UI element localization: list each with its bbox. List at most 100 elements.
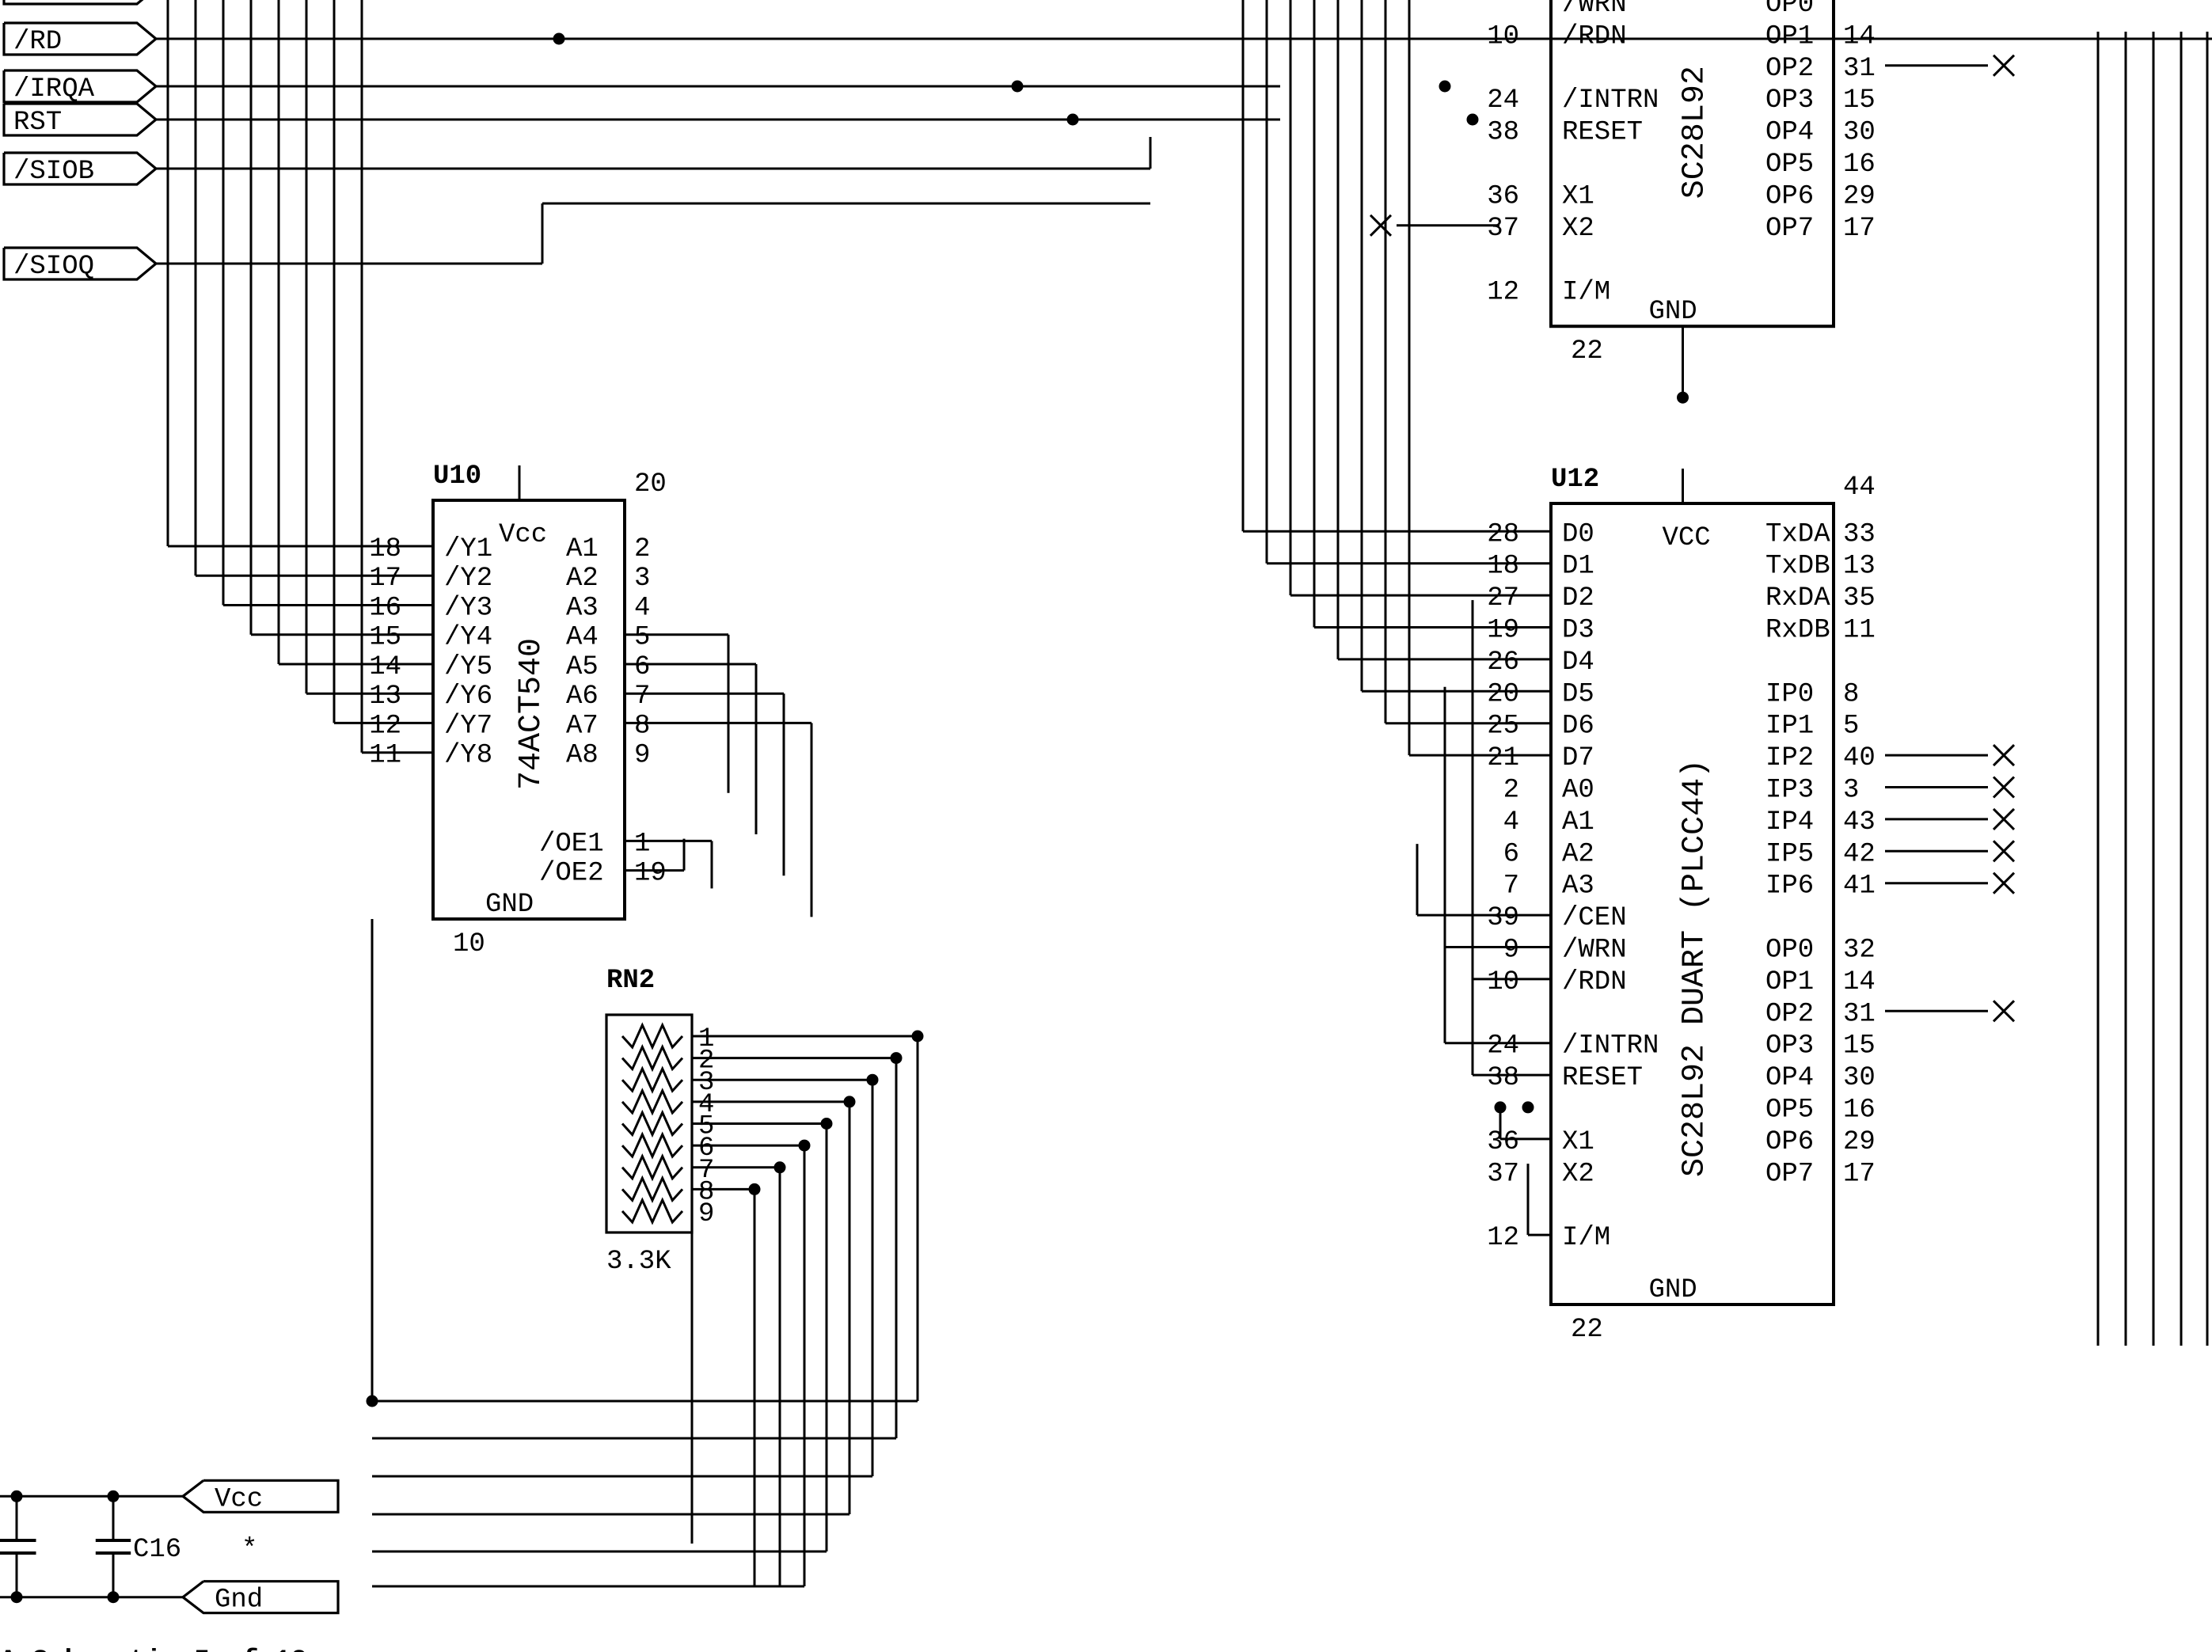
svg-text:OP3: OP3	[1765, 1031, 1814, 1061]
svg-text:36: 36	[1487, 181, 1519, 211]
svg-text:GND: GND	[1649, 1275, 1697, 1305]
svg-text:16: 16	[1843, 150, 1876, 180]
svg-text:/Y1: /Y1	[444, 534, 492, 564]
svg-text:RN2: RN2	[606, 966, 655, 996]
svg-text:RESET: RESET	[1562, 1063, 1643, 1093]
svg-text:IP1: IP1	[1765, 712, 1814, 742]
svg-text:/Y2: /Y2	[444, 564, 492, 594]
svg-text:24: 24	[1487, 85, 1519, 116]
svg-text:42: 42	[1843, 839, 1876, 869]
svg-text:OP1: OP1	[1765, 967, 1814, 997]
svg-text:12: 12	[369, 711, 401, 741]
svg-text:14: 14	[1843, 21, 1876, 51]
svg-text:/WD: /WD	[13, 0, 62, 6]
svg-text:OP1: OP1	[1765, 21, 1814, 51]
svg-text:A2: A2	[1562, 839, 1594, 869]
svg-text:OP0: OP0	[1765, 0, 1814, 20]
svg-text:OP7: OP7	[1765, 1159, 1814, 1189]
svg-text:IP4: IP4	[1765, 807, 1814, 837]
svg-text:/Y5: /Y5	[444, 652, 492, 682]
svg-text:A5: A5	[566, 652, 599, 682]
svg-text:24: 24	[1487, 1031, 1519, 1061]
svg-text:D0: D0	[1562, 519, 1594, 549]
svg-text:OP2: OP2	[1765, 54, 1814, 84]
svg-text:6: 6	[1503, 839, 1519, 869]
svg-text:OP5: OP5	[1765, 150, 1814, 180]
svg-text:RxDB: RxDB	[1765, 616, 1830, 646]
svg-text:2: 2	[634, 534, 650, 564]
svg-text:4: 4	[634, 594, 650, 624]
svg-text:OP0: OP0	[1765, 936, 1814, 966]
svg-text:OP3: OP3	[1765, 85, 1814, 116]
svg-text:17: 17	[1843, 1159, 1876, 1189]
svg-text:X1: X1	[1562, 181, 1594, 211]
svg-text:10: 10	[1487, 967, 1519, 997]
svg-text:15: 15	[1843, 1031, 1876, 1061]
svg-text:1: 1	[634, 829, 650, 859]
svg-text:VCC: VCC	[1663, 523, 1711, 553]
svg-text:3: 3	[634, 564, 650, 594]
svg-text:10: 10	[453, 929, 485, 959]
svg-text:7: 7	[1503, 872, 1519, 902]
svg-text:2: 2	[1503, 776, 1519, 806]
svg-text:33: 33	[1843, 519, 1876, 549]
svg-text:/OE1: /OE1	[539, 829, 604, 859]
svg-text:A4: A4	[566, 623, 599, 653]
svg-text:6: 6	[634, 652, 650, 682]
svg-text:9: 9	[634, 741, 650, 771]
svg-text:U10: U10	[433, 461, 481, 492]
svg-text:D1: D1	[1562, 552, 1594, 582]
svg-text:9: 9	[698, 1199, 714, 1229]
svg-text:Vcc: Vcc	[499, 520, 547, 550]
svg-text:27: 27	[1487, 583, 1519, 613]
svg-text:/RD: /RD	[13, 27, 62, 57]
svg-text:74ACT540: 74ACT540	[514, 638, 549, 790]
svg-text:OP4: OP4	[1765, 1063, 1814, 1093]
svg-text:38: 38	[1487, 1063, 1519, 1093]
svg-text:A7: A7	[566, 711, 599, 741]
svg-text:12: 12	[1487, 1223, 1519, 1253]
svg-text:39: 39	[1487, 903, 1519, 933]
svg-text:14: 14	[1843, 967, 1876, 997]
svg-text:18: 18	[369, 534, 401, 564]
svg-text:IP6: IP6	[1765, 872, 1814, 902]
svg-text:/Y8: /Y8	[444, 741, 492, 771]
svg-text:44: 44	[1843, 473, 1876, 503]
svg-text:RESET: RESET	[1562, 118, 1643, 148]
svg-text:TxDA: TxDA	[1765, 519, 1830, 549]
svg-text:D7: D7	[1562, 743, 1594, 773]
svg-text:OP2: OP2	[1765, 999, 1814, 1029]
svg-text:U12: U12	[1551, 465, 1599, 495]
svg-text:GND: GND	[485, 890, 534, 920]
svg-text:*: *	[241, 1535, 257, 1565]
svg-text:22: 22	[1571, 1315, 1603, 1345]
svg-text:19: 19	[1487, 616, 1519, 646]
svg-text:11: 11	[1843, 616, 1876, 646]
svg-text:/INTRN: /INTRN	[1562, 1031, 1659, 1061]
svg-text:A0: A0	[1562, 776, 1594, 806]
svg-text:SC28L92 DUART (PLCC44): SC28L92 DUART (PLCC44)	[1678, 759, 1713, 1177]
svg-text:3.3K: 3.3K	[606, 1247, 671, 1277]
svg-text:D2: D2	[1562, 583, 1594, 613]
svg-text:OP4: OP4	[1765, 118, 1814, 148]
svg-text:38: 38	[1487, 118, 1519, 148]
svg-text:9: 9	[1503, 936, 1519, 966]
svg-text:18: 18	[1487, 552, 1519, 582]
svg-text:13: 13	[1843, 552, 1876, 582]
svg-text:8: 8	[634, 711, 650, 741]
svg-text:/Y6: /Y6	[444, 682, 492, 712]
svg-text:/Y3: /Y3	[444, 594, 492, 624]
svg-text:/INTRN: /INTRN	[1562, 85, 1659, 116]
svg-text:17: 17	[1843, 214, 1876, 244]
svg-text:40: 40	[1843, 743, 1876, 773]
svg-text:20: 20	[634, 469, 667, 499]
svg-text:Gnd: Gnd	[215, 1586, 263, 1616]
svg-text:/RDN: /RDN	[1562, 21, 1627, 51]
svg-text:36: 36	[1487, 1127, 1519, 1157]
svg-text:26: 26	[1487, 648, 1519, 678]
svg-text:43: 43	[1843, 807, 1876, 837]
svg-text:14: 14	[369, 652, 401, 682]
svg-text:30: 30	[1843, 118, 1876, 148]
svg-text:31: 31	[1843, 999, 1876, 1029]
svg-text:20: 20	[1487, 679, 1519, 709]
